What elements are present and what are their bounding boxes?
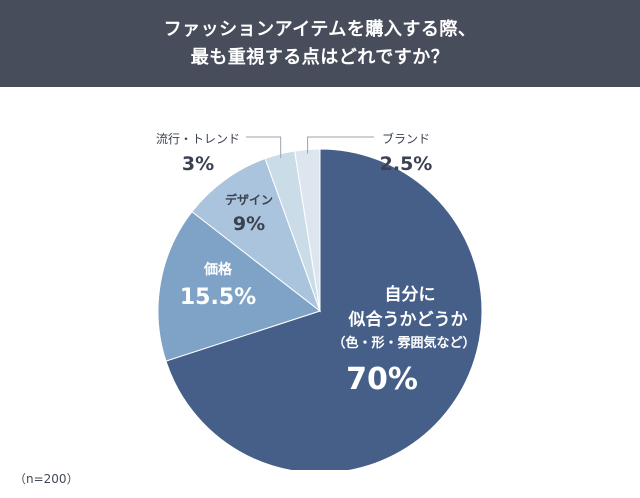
slice-5-leader-line <box>307 136 374 154</box>
slice-4-value-label: 3% <box>182 153 214 175</box>
slice-1-label-line-3: （色・形・雰囲気など） <box>332 335 475 351</box>
pie-slices <box>157 148 483 470</box>
chart-title-line-2: 最も重視する点はどれですか？ <box>190 46 450 68</box>
pie-slice-1 <box>165 148 483 470</box>
chart-title-line-1: ファッションアイテムを購入する際、 <box>163 18 477 40</box>
slice-2-value-label: 15.5% <box>180 285 256 310</box>
pie-slice-2 <box>157 211 322 362</box>
chart-header: ファッションアイテムを購入する際、 最も重視する点はどれですか？ <box>0 0 640 87</box>
sample-size-note: （n=200） <box>14 472 79 486</box>
slice-5-value-label: 2.5% <box>380 153 433 175</box>
slice-2-label: 価格 <box>203 261 233 278</box>
slice-1-value-label: 70% <box>346 362 418 397</box>
pie-slice-3 <box>191 157 322 313</box>
slice-3-value-label: 9% <box>233 213 265 235</box>
slice-3-label: デザイン <box>225 192 273 207</box>
slice-5-label: ブランド <box>382 131 430 146</box>
slice-1-label-line-1: 自分に <box>385 284 436 305</box>
slice-1-label-line-2: 似合うかどうか <box>348 309 468 330</box>
slice-4-label: 流行・トレンド <box>156 132 240 146</box>
slice-4-leader-line <box>246 136 282 158</box>
